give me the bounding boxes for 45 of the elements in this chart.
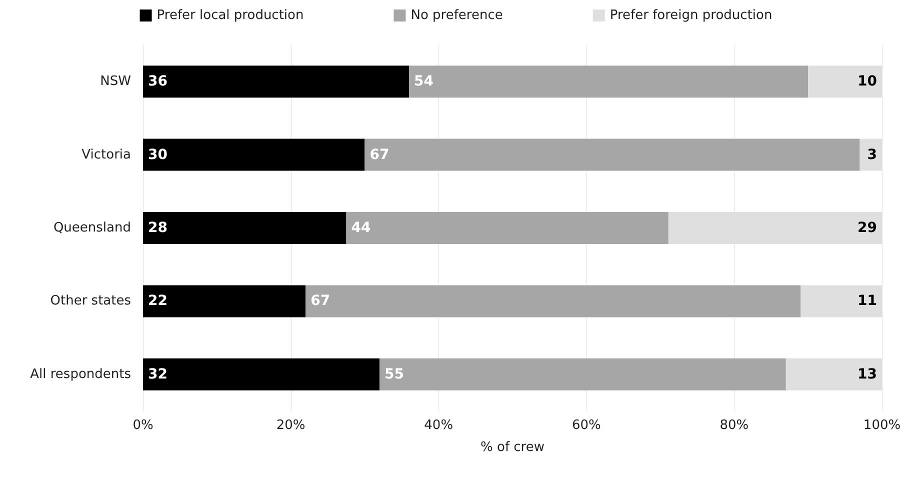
data-label: 32 [148,366,168,382]
x-tick-label: 20% [276,418,306,433]
data-label: 22 [148,293,168,310]
data-label: 55 [384,366,404,382]
y-tick-label: NSW [100,74,132,90]
data-label: 11 [858,293,877,310]
bar [346,212,668,244]
data-label: 54 [414,74,434,90]
y-tick-label: All respondents [30,366,132,382]
legend-label: Prefer local production [156,8,304,23]
bar [143,138,365,171]
data-label: 28 [148,220,168,236]
bar [668,212,882,244]
bar [860,138,882,171]
bar [143,358,380,390]
data-label: 3 [867,146,877,163]
data-label: 44 [351,220,371,236]
bar [143,285,306,318]
x-tick-label: 0% [132,418,154,433]
bar [143,66,410,98]
bar [306,285,801,318]
x-tick-label: 80% [720,418,749,433]
y-tick-label: Other states [50,294,132,309]
y-tick-label: Queensland [53,220,131,236]
x-axis-title: % of crew [480,440,545,455]
data-label: 10 [858,74,878,90]
bar [786,358,882,390]
x-tick-label: 40% [424,418,454,433]
legend-label: Prefer foreign production [610,8,772,23]
y-tick-label: Victoria [82,147,131,162]
data-label: 13 [858,366,877,382]
bar [808,66,882,98]
bar [364,138,860,171]
x-tick-label: 60% [572,418,601,433]
data-label: 30 [148,146,168,163]
bar [409,66,808,98]
x-tick-label: 100% [863,418,901,433]
legend-label: No preference [410,8,503,23]
data-label: 36 [148,74,168,90]
data-label: 67 [310,293,330,310]
bar [143,212,346,244]
data-label: 67 [370,146,390,163]
bar [379,358,786,390]
bar [800,285,882,318]
data-label: 29 [858,220,877,236]
